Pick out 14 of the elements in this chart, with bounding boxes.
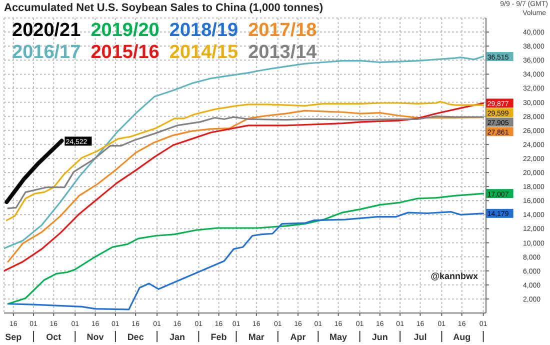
line-series <box>7 116 484 210</box>
line-series <box>6 100 484 222</box>
line-series <box>8 211 484 310</box>
text: 2018/19 <box>169 20 238 42</box>
text: 2015/16 <box>90 42 160 64</box>
annotation: @kannbwx <box>430 271 478 281</box>
text: 2017/18 <box>248 20 317 42</box>
text: 2020/21 <box>12 20 81 42</box>
text: 2016/17 <box>12 42 81 64</box>
text: 2019/20 <box>90 20 160 42</box>
text: 2014/15 <box>169 42 238 64</box>
text: 2013/14 <box>248 42 317 64</box>
chart-title: Accumulated Net U.S. Soybean Sales to China (1,000 tonnes) <box>4 2 324 14</box>
line-series <box>7 192 484 305</box>
